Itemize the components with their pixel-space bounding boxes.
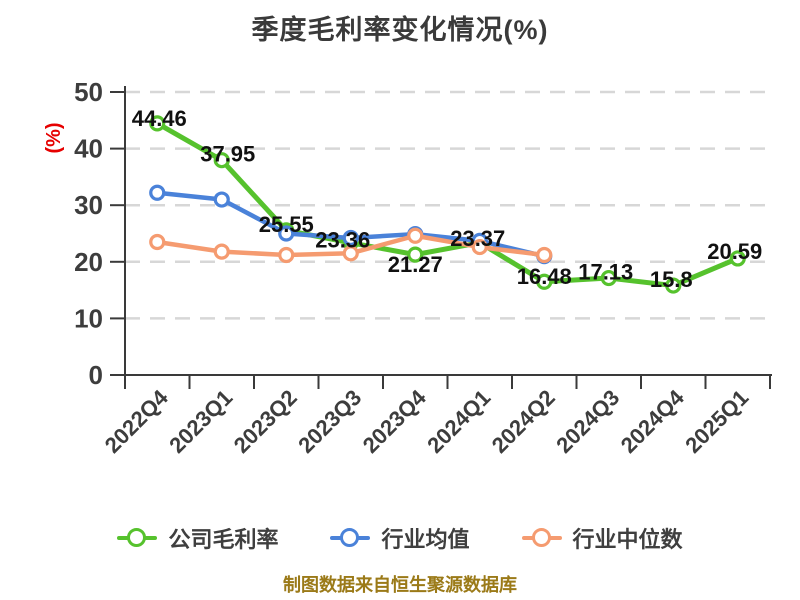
- chart-legend: 公司毛利率 行业均值 行业中位数: [0, 516, 800, 560]
- data-point-2-2023Q2[interactable]: [278, 246, 295, 264]
- data-point-0-2024Q2[interactable]: [536, 273, 553, 290]
- chart-title: 季度毛利率变化情况(%): [251, 15, 549, 45]
- data-label-2024Q3: 17.13: [578, 260, 633, 285]
- data-label-2025Q1: 20.59: [707, 239, 762, 264]
- data-label-2024Q4: 15.8: [650, 267, 693, 292]
- y-tick-label: 0: [89, 360, 103, 390]
- data-point-0-2023Q4[interactable]: [407, 246, 424, 263]
- data-label-2023Q3: 23.36: [315, 227, 370, 252]
- data-point-2-2023Q3[interactable]: [342, 245, 359, 262]
- y-tick-label: 40: [74, 134, 103, 164]
- y-tick-label: 30: [74, 190, 103, 220]
- legend-circle-icon: [340, 528, 360, 547]
- legend-marker-orange: [521, 527, 562, 549]
- x-tick-label-2024Q3: 2024Q3: [551, 385, 624, 458]
- data-label-2022Q4: 44.46: [132, 106, 187, 131]
- data-point-0-2024Q3[interactable]: [600, 269, 617, 287]
- x-tick-label-2023Q1: 2023Q1: [164, 385, 237, 458]
- data-point-1-2023Q1[interactable]: [213, 191, 230, 208]
- x-tick-label-2023Q2: 2023Q2: [229, 385, 302, 458]
- data-point-0-2022Q4[interactable]: [149, 115, 166, 132]
- legend-label-industry-median: 行业中位数: [572, 527, 683, 552]
- y-tick-label: 10: [74, 303, 103, 333]
- data-point-2-2024Q2[interactable]: [536, 246, 553, 264]
- legend-circle-icon: [127, 528, 147, 547]
- y-tick-label: 50: [74, 77, 103, 107]
- data-point-2-2023Q4[interactable]: [407, 227, 424, 244]
- x-tick-label-2023Q3: 2023Q3: [293, 385, 366, 458]
- legend-item-company-margin[interactable]: 公司毛利率: [117, 522, 278, 554]
- data-point-0-2025Q1[interactable]: [729, 250, 746, 267]
- legend-item-industry-median[interactable]: 行业中位数: [521, 522, 683, 554]
- x-tick-label-2024Q2: 2024Q2: [487, 385, 560, 458]
- chart-source-note: 制图数据来自恒生聚源数据库: [283, 575, 517, 595]
- x-tick-label-2025Q1: 2025Q1: [680, 385, 753, 458]
- legend-label-company-margin: 公司毛利率: [168, 527, 279, 552]
- data-point-0-2023Q1[interactable]: [213, 152, 230, 169]
- legend-label-industry-mean: 行业均值: [381, 527, 470, 552]
- series-line-0: [154, 120, 741, 289]
- data-point-1-2022Q4[interactable]: [149, 184, 166, 201]
- legend-item-industry-mean[interactable]: 行业均值: [330, 522, 470, 554]
- legend-circle-icon: [531, 528, 551, 547]
- y-axis-name: (%): [43, 122, 65, 153]
- data-point-1-2023Q2[interactable]: [278, 225, 295, 242]
- data-point-2-2022Q4[interactable]: [149, 233, 166, 251]
- y-tick-label: 20: [74, 247, 103, 277]
- data-label-2023Q1: 37.95: [200, 142, 255, 167]
- x-tick-label-2022Q4: 2022Q4: [100, 384, 174, 458]
- x-tick-label-2024Q4: 2024Q4: [616, 384, 690, 458]
- data-label-2024Q2: 16.48: [517, 264, 572, 289]
- data-point-1-2023Q3[interactable]: [342, 229, 359, 247]
- data-point-2-2024Q1[interactable]: [471, 238, 488, 256]
- legend-marker-green: [117, 527, 158, 549]
- data-label-2024Q1: 23.37: [450, 226, 505, 251]
- data-point-0-2024Q4[interactable]: [665, 277, 682, 294]
- data-label-2023Q4: 21.27: [388, 252, 443, 277]
- legend-marker-blue: [330, 527, 371, 549]
- x-tick-label-2024Q1: 2024Q1: [422, 385, 495, 458]
- data-point-2-2023Q1[interactable]: [213, 243, 230, 260]
- data-label-2023Q2: 25.55: [259, 212, 314, 237]
- x-tick-label-2023Q4: 2023Q4: [358, 384, 432, 458]
